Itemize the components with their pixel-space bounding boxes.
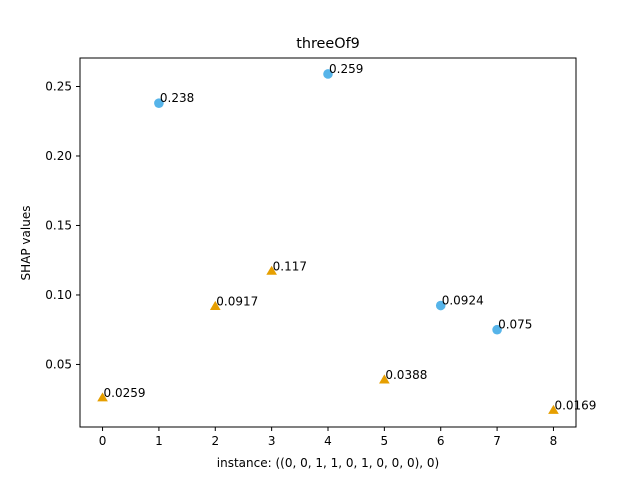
x-axis-label: instance: ((0, 0, 1, 1, 0, 1, 0, 0, 0), … bbox=[217, 456, 439, 470]
data-label: 0.0917 bbox=[216, 295, 258, 309]
data-point-triangle bbox=[266, 265, 277, 275]
x-tick-label: 3 bbox=[268, 434, 276, 448]
x-tick-label: 7 bbox=[493, 434, 501, 448]
y-tick-label: 0.05 bbox=[45, 357, 72, 371]
data-point-triangle bbox=[379, 374, 390, 384]
y-axis-label: SHAP values bbox=[19, 206, 33, 281]
y-tick-label: 0.15 bbox=[45, 218, 72, 232]
data-label: 0.0388 bbox=[385, 368, 427, 382]
data-point-triangle bbox=[548, 404, 559, 414]
y-tick-label: 0.20 bbox=[45, 149, 72, 163]
x-tick-label: 5 bbox=[381, 434, 389, 448]
chart-title: threeOf9 bbox=[296, 36, 360, 52]
data-label: 0.0924 bbox=[442, 294, 484, 308]
y-tick-label: 0.25 bbox=[45, 79, 72, 93]
x-tick-label: 1 bbox=[155, 434, 163, 448]
data-point-circle bbox=[154, 98, 164, 108]
x-tick-label: 4 bbox=[324, 434, 332, 448]
x-tick-label: 0 bbox=[99, 434, 107, 448]
data-label: 0.259 bbox=[329, 62, 363, 76]
plot-frame bbox=[79, 57, 577, 428]
data-point-triangle bbox=[209, 300, 221, 310]
data-point-triangle bbox=[97, 392, 108, 402]
data-point-circle bbox=[323, 69, 333, 79]
data-point-circle bbox=[492, 324, 502, 335]
data-label: 0.0259 bbox=[104, 386, 146, 400]
data-label: 0.075 bbox=[498, 318, 532, 332]
x-tick-label: 8 bbox=[550, 434, 558, 448]
data-marks: 0.238 0.259 0.0924 0.075 0.0259 0.0917 0.117 0.… bbox=[97, 62, 596, 414]
x-tick-label: 2 bbox=[211, 434, 219, 448]
data-label: 0.117 bbox=[273, 259, 307, 273]
data-label: 0.238 bbox=[160, 91, 194, 105]
axis-ticks: 0 1 2 3 4 5 6 7 8 0.05 0.10 0.15 0.20 0.25 bbox=[45, 79, 557, 448]
x-tick-label: 6 bbox=[437, 434, 445, 448]
data-point-circle bbox=[435, 300, 446, 311]
y-tick-label: 0.10 bbox=[45, 288, 72, 302]
data-label: 0.0169 bbox=[554, 398, 596, 412]
